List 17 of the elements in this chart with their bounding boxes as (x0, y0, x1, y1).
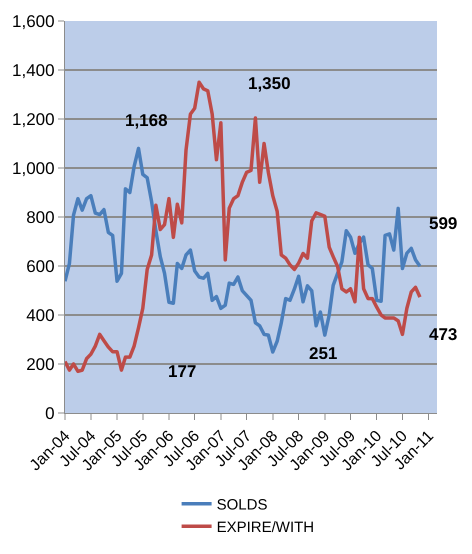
annotation: 251 (309, 344, 338, 363)
annotation: 473 (429, 325, 458, 344)
legend-label: SOLDS (216, 496, 268, 514)
y-tick-label: 1,400 (12, 60, 55, 80)
y-tick-label: 800 (26, 208, 55, 227)
y-tick-label: 1,600 (12, 12, 55, 31)
y-tick-label: 600 (26, 256, 55, 276)
y-tick-label: 1,200 (12, 110, 55, 129)
y-tick-label: 0 (45, 404, 55, 423)
annotation: 1,168 (125, 111, 168, 130)
annotation: 177 (168, 362, 196, 381)
annotation: 1,350 (248, 74, 291, 93)
annotation: 599 (429, 214, 458, 233)
y-tick-label: 400 (26, 306, 55, 325)
legend-label: EXPIRE/WITH (216, 519, 314, 536)
y-tick-label: 1,000 (12, 158, 55, 178)
y-tick-label: 200 (26, 354, 55, 374)
